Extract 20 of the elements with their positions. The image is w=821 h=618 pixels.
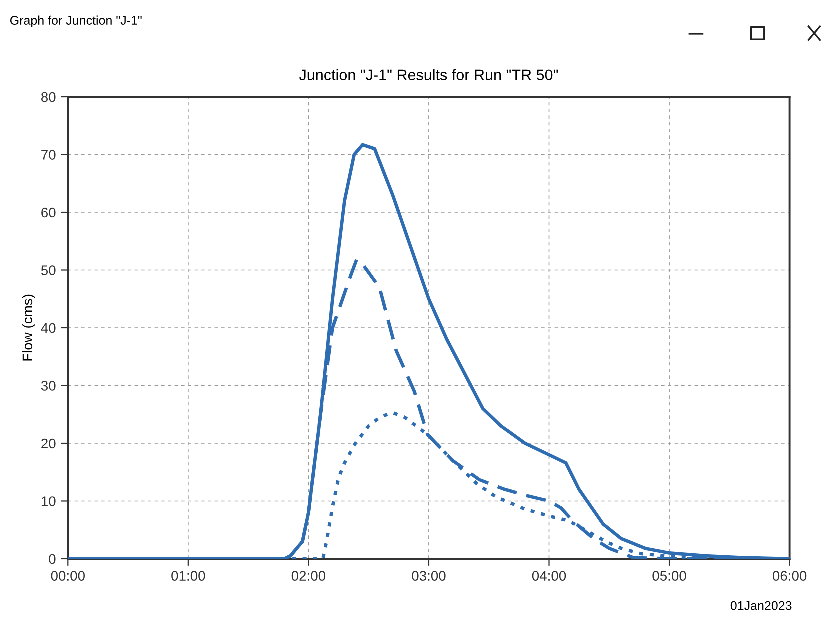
x-tick-label: 00:00 (51, 571, 85, 581)
y-tick-label: 40 (41, 323, 56, 334)
x-tick-label: 03:00 (412, 571, 446, 581)
x-tick-label: 02:00 (292, 571, 326, 581)
y-tick-label: 60 (42, 208, 56, 218)
x-tick-label: 01:00 (172, 571, 206, 581)
y-tick-label: 50 (41, 266, 56, 276)
y-tick-label: 20 (42, 438, 56, 449)
y-tick-label: 70 (42, 150, 56, 160)
x-tick-label: 04:00 (532, 571, 566, 581)
x-tick-label: 06:00 (772, 571, 807, 581)
x-tick-label: 05:00 (652, 571, 686, 581)
y-tick-label: 0 (49, 554, 56, 564)
text: Graph for Junction "J-1" (10, 16, 142, 28)
y-tick-label: 80 (41, 92, 56, 102)
y-axis-title: Flow (cms) (22, 294, 36, 361)
y-tick-label: 10 (42, 496, 56, 506)
chart-title: Junction "J-1" Results for Run "TR 50" (299, 69, 558, 81)
y-tick-label: 30 (41, 381, 56, 391)
text: 01Jan2023 (730, 601, 792, 610)
